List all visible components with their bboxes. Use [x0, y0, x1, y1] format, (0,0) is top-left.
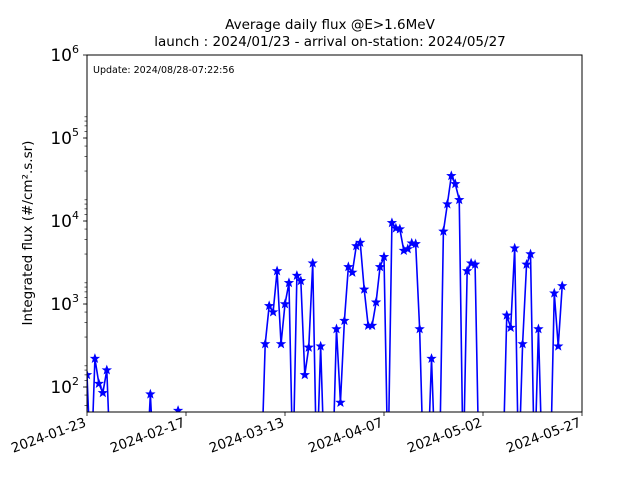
- data-point-marker: [501, 309, 512, 320]
- data-point-marker: [145, 388, 156, 399]
- data-point-marker: [97, 387, 109, 398]
- y-tick-label: 103: [50, 292, 79, 315]
- data-point-marker: [93, 378, 105, 388]
- y-tick-label: 102: [50, 375, 79, 398]
- series-layer: [87, 170, 568, 412]
- plot-frame: [86, 54, 583, 413]
- data-point-marker: [553, 340, 564, 351]
- y-tick-label: 104: [50, 209, 79, 232]
- data-point-marker: [442, 198, 453, 209]
- data-point-marker: [461, 265, 473, 276]
- data-point-marker: [446, 170, 457, 181]
- data-point-marker: [521, 258, 532, 269]
- data-point-marker: [172, 405, 184, 412]
- update-annotation: Update: 2024/08/28-07:22:56: [93, 65, 234, 76]
- x-tick-label: 2024-05-02: [405, 415, 484, 457]
- data-point-marker: [299, 369, 310, 380]
- data-point-marker: [374, 261, 386, 272]
- data-point-marker: [275, 338, 287, 349]
- data-point-marker: [517, 338, 528, 349]
- data-point-marker: [315, 340, 326, 351]
- data-point-marker: [359, 283, 370, 294]
- data-point-marker: [347, 266, 358, 277]
- data-point-marker: [410, 238, 421, 249]
- x-tick-label: 2024-03-13: [207, 415, 286, 457]
- data-point-marker: [394, 223, 406, 234]
- data-point-marker: [343, 261, 354, 272]
- data-point-marker: [378, 251, 390, 262]
- x-tick-label: 2024-01-23: [9, 415, 88, 457]
- data-point-marker: [454, 194, 465, 205]
- y-axis-label: Integrated flux (#/cm².s.sr): [20, 141, 36, 326]
- data-point-marker: [533, 323, 544, 334]
- data-point-marker: [525, 248, 536, 259]
- data-point-marker: [89, 353, 101, 364]
- data-point-marker: [438, 225, 449, 236]
- data-point-marker: [331, 323, 342, 334]
- data-point-marker: [426, 353, 437, 364]
- data-point-marker: [291, 270, 303, 281]
- data-point-marker: [339, 315, 350, 326]
- data-point-marker: [271, 265, 283, 276]
- data-point-marker: [370, 296, 382, 307]
- y-tick-label: 105: [50, 126, 79, 149]
- data-point-marker: [283, 277, 295, 288]
- chart-subtitle: launch : 2024/01/23 - arrival on-station…: [154, 34, 506, 50]
- data-point-marker: [260, 338, 271, 349]
- data-point-marker: [505, 322, 516, 332]
- data-point-marker: [402, 243, 413, 254]
- data-point-marker: [414, 323, 425, 334]
- data-point-marker: [355, 237, 366, 247]
- data-point-marker: [557, 280, 568, 291]
- x-tick-label: 2024-02-17: [108, 415, 187, 457]
- x-tick-label: 2024-04-07: [306, 415, 385, 457]
- axis-ticks: 2024-01-23 2024-02-17 2024-03-13 2024-04-07…: [9, 43, 583, 457]
- data-point-marker: [303, 341, 314, 352]
- data-point-marker: [335, 397, 346, 407]
- data-point-marker: [386, 217, 398, 228]
- data-point-marker: [295, 275, 307, 286]
- data-point-marker: [450, 178, 461, 189]
- data-point-marker: [267, 306, 279, 317]
- data-point-marker: [279, 298, 291, 309]
- data-point-marker: [509, 242, 520, 253]
- data-point-marker: [469, 258, 481, 269]
- y-tick-label: 106: [50, 43, 79, 66]
- data-point-marker: [101, 364, 112, 375]
- data-point-marker: [549, 287, 560, 298]
- data-point-marker: [87, 369, 93, 380]
- data-point-marker: [307, 257, 318, 268]
- x-tick-label: 2024-05-27: [504, 415, 583, 457]
- chart-title: Average daily flux @E>1.6MeV: [225, 17, 435, 33]
- data-point-marker: [263, 300, 275, 311]
- data-point-marker: [366, 320, 378, 330]
